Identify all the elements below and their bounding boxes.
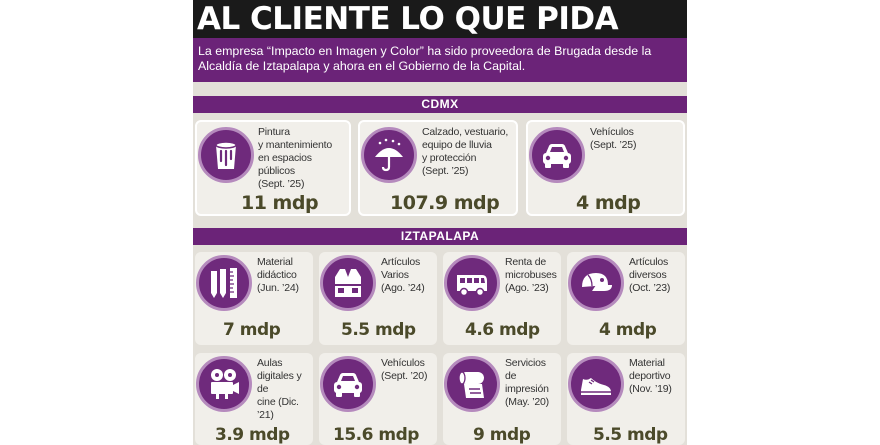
pencils-ruler-icon: [196, 255, 252, 311]
title-bar: AL CLIENTE LO QUE PIDA: [193, 0, 687, 38]
intro-text: La empresa “Impacto en Imagen y Color” h…: [198, 44, 652, 73]
contract-label: Artículos diversos (Oct. ’23): [629, 256, 671, 294]
contract-card-paint: Pintura y mantenimiento en espacios públic…: [195, 120, 351, 216]
paint-bucket-icon: [198, 127, 254, 183]
contract-amount: 5.5 mdp: [341, 320, 416, 340]
contract-label: Servicios de impresión (May. ’20): [505, 357, 549, 408]
film-projector-icon: [196, 356, 252, 412]
umbrella-icon: [361, 127, 417, 183]
contract-card-sports: Material deportivo (Nov. ’19) 5.5 mdp: [567, 353, 685, 445]
vest-icon: [320, 255, 376, 311]
contract-label: Vehículos (Sept. ’25): [590, 126, 637, 151]
contract-card-didactic: Material didáctico (Jun. ’24) 7 mdp: [195, 252, 313, 345]
contract-card-vehicles-2020: Vehículos (Sept. ’20) 15.6 mdp: [319, 353, 437, 445]
contract-card-minibuses: Renta de microbuses (Ago. ’23) 4.6 mdp: [443, 252, 561, 345]
section-header-cdmx: CDMX: [193, 96, 687, 113]
minibus-icon: [444, 255, 500, 311]
contract-card-vehicles: Vehículos (Sept. ’25) 4 mdp: [526, 120, 685, 216]
contract-label: Material deportivo (Nov. ’19): [629, 357, 672, 395]
contract-amount: 4 mdp: [599, 320, 657, 340]
contract-card-rain-gear: Calzado, vestuario, equipo de lluvia y pro…: [358, 120, 518, 216]
car-icon: [320, 356, 376, 412]
contract-label: Aulas digitales y de cine (Dic. ’21): [257, 357, 302, 421]
contract-label: Vehículos (Sept. ’20): [381, 357, 428, 382]
contract-label: Calzado, vestuario, equipo de lluvia y pro…: [422, 126, 509, 177]
sneaker-icon: [568, 356, 624, 412]
contract-label: Renta de microbuses (Ago. ’23): [505, 256, 557, 294]
contract-card-digital-classrooms: Aulas digitales y de cine (Dic. ’21) 3.9 m…: [195, 353, 313, 445]
contract-amount: 9 mdp: [473, 425, 531, 445]
contract-label: Material didáctico (Jun. ’24): [257, 256, 299, 294]
contract-card-diverse: Artículos diversos (Oct. ’23) 4 mdp: [567, 252, 685, 345]
contract-amount: 4 mdp: [576, 192, 641, 214]
contract-card-various: Artículos Varios (Ago. ’24) 5.5 mdp: [319, 252, 437, 345]
contract-amount: 4.6 mdp: [465, 320, 540, 340]
contract-amount: 7 mdp: [223, 320, 281, 340]
cap-icon: [568, 255, 624, 311]
paper-roll-icon: [444, 356, 500, 412]
subtitle-bar: La empresa “Impacto en Imagen y Color” h…: [193, 38, 687, 82]
contract-label: Pintura y mantenimiento en espacios públic…: [258, 126, 333, 190]
contract-amount: 11 mdp: [241, 192, 319, 214]
contract-label: Artículos Varios (Ago. ’24): [381, 256, 425, 294]
contract-amount: 5.5 mdp: [593, 425, 668, 445]
contract-amount: 15.6 mdp: [333, 425, 419, 445]
headline: AL CLIENTE LO QUE PIDA: [197, 1, 619, 37]
infographic-panel: AL CLIENTE LO QUE PIDA La empresa “Impac…: [193, 0, 687, 445]
car-icon: [529, 127, 585, 183]
contract-amount: 3.9 mdp: [215, 425, 290, 445]
section-header-iztapalapa: IZTAPALAPA: [193, 228, 687, 245]
contract-amount: 107.9 mdp: [390, 192, 500, 214]
contract-card-printing: Servicios de impresión (May. ’20) 9 mdp: [443, 353, 561, 445]
